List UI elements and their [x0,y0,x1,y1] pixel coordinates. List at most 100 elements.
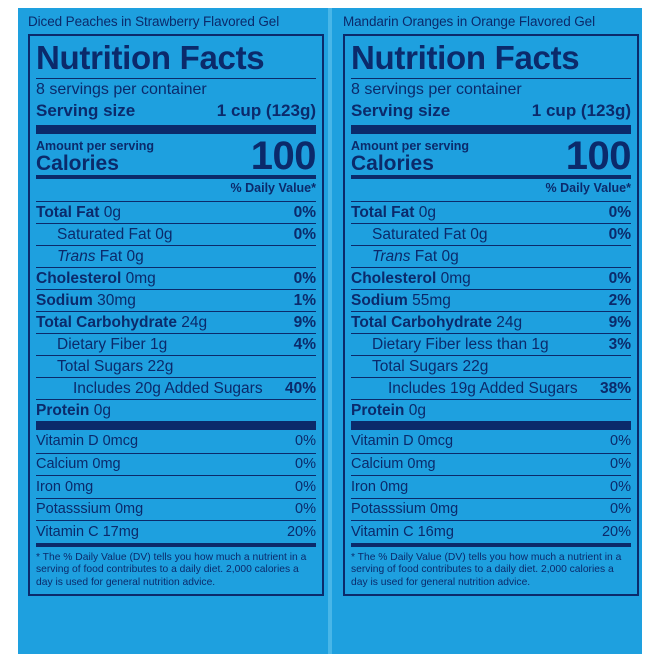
medium-rule [351,175,631,179]
trans-fat-row: Trans Fat 0g [36,245,316,267]
nutrient-name: Protein [351,401,405,419]
protein-row: Protein 0g [351,399,631,421]
total-carbohydrate-row: Total Carbohydrate 24g 9% [351,311,631,333]
serving-size-label: Serving size [351,101,451,120]
nutrient-pct: 9% [608,313,631,331]
thick-rule [36,125,316,134]
calcium-row: Calcium 0mg 0% [351,452,631,476]
serving-size-label: Serving size [36,101,136,120]
potassium-row: Potasssium 0mg 0% [36,497,316,521]
nutrient-name: Includes 20g Added Sugars [73,379,263,397]
cholesterol-row: Cholesterol 0mg 0% [36,267,316,289]
added-sugars-row: Includes 19g Added Sugars 38% [351,377,631,399]
nutrient-amount: 30mg [97,291,136,309]
iron-row: Iron 0mg 0% [36,475,316,498]
calories-value: 100 [565,134,632,178]
nutrient-name: Saturated Fat 0g [57,225,173,243]
nutrient-amount: 24g [496,313,523,331]
nutrient-name: Cholesterol [36,269,122,287]
nutrient-pct: 0% [293,225,316,243]
product-name: Diced Peaches in Strawberry Flavored Gel [28,14,280,29]
nutrient-name: Total Carbohydrate [36,313,177,331]
nutrient-pct: 0% [610,501,631,518]
daily-value-header: % Daily Value* [545,181,631,195]
nutrient-pct: 0% [608,269,631,287]
nutrient-name: Calcium 0mg [351,456,436,473]
cholesterol-row: Cholesterol 0mg 0% [351,267,631,289]
nutrient-pct: 0% [295,456,316,473]
medium-rule [36,542,316,547]
left-nutrition-panel: Diced Peaches in Strawberry Flavored Gel… [28,14,324,597]
nutrient-pct: 3% [608,335,631,353]
calcium-row: Calcium 0mg 0% [36,452,316,476]
nutrient-name: Fat 0g [414,247,459,265]
calories-label: Calories [351,152,434,175]
nutrient-pct: 0% [295,478,316,495]
dietary-fiber-row: Dietary Fiber 1g 4% [36,333,316,355]
nutrient-name: Dietary Fiber less than 1g [372,335,549,353]
saturated-fat-row: Saturated Fat 0g 0% [351,223,631,245]
nutrient-pct: 38% [599,379,631,397]
nutrient-name: Sodium [36,291,93,309]
calories-value: 100 [250,134,317,178]
nutrient-pct: 0% [293,203,316,221]
potassium-row: Potasssium 0mg 0% [351,497,631,521]
medium-rule [36,175,316,179]
nutrient-amount: 24g [181,313,208,331]
nutrient-pct: 0% [608,203,631,221]
nutrient-name-italic: Trans [372,247,411,265]
nutrient-name: Potasssium 0mg [36,501,144,518]
nutrient-name: Iron 0mg [36,478,94,495]
nutrient-name: Sodium [351,291,408,309]
iron-row: Iron 0mg 0% [351,475,631,498]
nutrient-pct: 0% [295,501,316,518]
nutrient-name: Cholesterol [351,269,437,287]
nutrient-name: Vitamin C 17mg [36,523,139,540]
panel-divider [328,8,332,654]
nutrient-amount: 0g [408,401,426,419]
vitamin-c-row: Vitamin C 16mg 20% [351,520,631,543]
nutrient-name: Protein [36,401,90,419]
servings-per-container: 8 servings per container [351,81,522,98]
nutrient-pct: 9% [293,313,316,331]
nutrient-name: Total Fat [36,203,100,221]
nutrient-amount: 0g [418,203,436,221]
nutrient-name: Total Fat [351,203,415,221]
sodium-row: Sodium 30mg 1% [36,289,316,311]
serving-size-value: 1 cup (123g) [531,101,631,120]
nutrient-name: Vitamin D 0mcg [351,433,454,450]
nutrient-name: Calcium 0mg [36,456,121,473]
nutrient-name: Includes 19g Added Sugars [388,379,578,397]
serving-size-row: Serving size 1 cup (123g) [36,100,316,122]
footnote: * The % Daily Value (DV) tells you how m… [36,551,307,588]
nutrient-amount: 0g [93,401,111,419]
nutrient-pct: 0% [608,225,631,243]
total-sugars-row: Total Sugars 22g [351,355,631,377]
serving-size-row: Serving size 1 cup (123g) [351,100,631,122]
nutrient-name: Vitamin C 16mg [351,523,454,540]
nutrient-name: Total Carbohydrate [351,313,492,331]
thick-rule [351,421,631,430]
sodium-row: Sodium 55mg 2% [351,289,631,311]
nutrient-pct: 0% [610,478,631,495]
nutrient-amount: 0mg [125,269,156,287]
total-fat-row: Total Fat 0g 0% [36,201,316,223]
nutrition-facts-title: Nutrition Facts [351,39,580,76]
vitamin-c-row: Vitamin C 17mg 20% [36,520,316,543]
total-carbohydrate-row: Total Carbohydrate 24g 9% [36,311,316,333]
calories-block: Amount per serving Calories 100 [36,134,317,178]
calories-block: Amount per serving Calories 100 [351,134,632,178]
medium-rule [351,542,631,547]
rule [351,78,631,79]
nutrient-name: Vitamin D 0mcg [36,433,139,450]
nutrient-pct: 0% [610,433,631,450]
footnote: * The % Daily Value (DV) tells you how m… [351,551,622,588]
amount-per-serving: Amount per serving [351,139,470,153]
thick-rule [36,421,316,430]
nutrient-pct: 4% [293,335,316,353]
nutrient-pct: 40% [284,379,316,397]
nutrient-name-italic: Trans [57,247,96,265]
rule [36,78,316,79]
daily-value-header: % Daily Value* [230,181,316,195]
nutrient-amount: 55mg [412,291,451,309]
